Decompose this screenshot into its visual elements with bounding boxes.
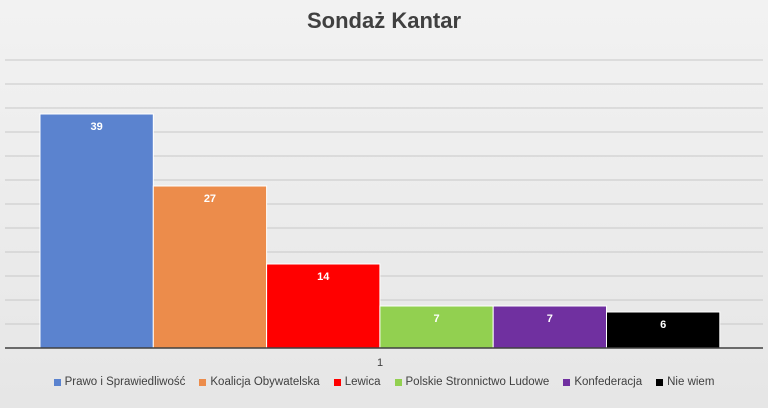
plot-area: 39 27 14 7 7 6 1 [5,59,763,369]
legend-item: Polskie Stronnictwo Ludowe [394,376,550,388]
legend-item: Lewica [333,376,381,388]
legend-item: Nie wiem [656,376,714,388]
data-label: 39 [91,121,103,133]
legend-item: Koalicja Obywatelska [199,376,320,388]
legend-label: Prawo i Sprawiedliwość [64,376,186,388]
legend-label: Polskie Stronnictwo Ludowe [405,376,550,388]
legend-label: Koalicja Obywatelska [210,376,320,388]
legend: Prawo i Sprawiedliwość Koalicja Obywatels… [0,376,768,388]
bar [152,185,268,349]
legend-swatch [199,378,207,386]
chart-title: Sondaż Kantar [306,8,462,33]
legend-swatch [53,378,61,386]
bar [39,113,154,349]
x-tick-label: 1 [377,357,383,369]
bar [266,263,381,349]
legend-swatch [333,378,341,386]
legend-label: Lewica [344,376,381,388]
legend-item: Konfederacja [563,376,642,388]
legend-swatch [563,378,571,386]
data-label: 6 [660,319,666,331]
data-label: 7 [547,313,553,325]
bar [606,311,721,349]
legend-label: Nie wiem [667,376,715,388]
legend-item: Prawo i Sprawiedliwość [53,376,186,388]
legend-swatch [394,378,402,386]
legend-label: Konfederacja [574,376,643,388]
legend-swatch [656,378,664,386]
data-label: 27 [204,193,216,205]
bar [492,305,608,349]
data-label: 7 [433,313,439,325]
data-label: 14 [317,271,330,283]
